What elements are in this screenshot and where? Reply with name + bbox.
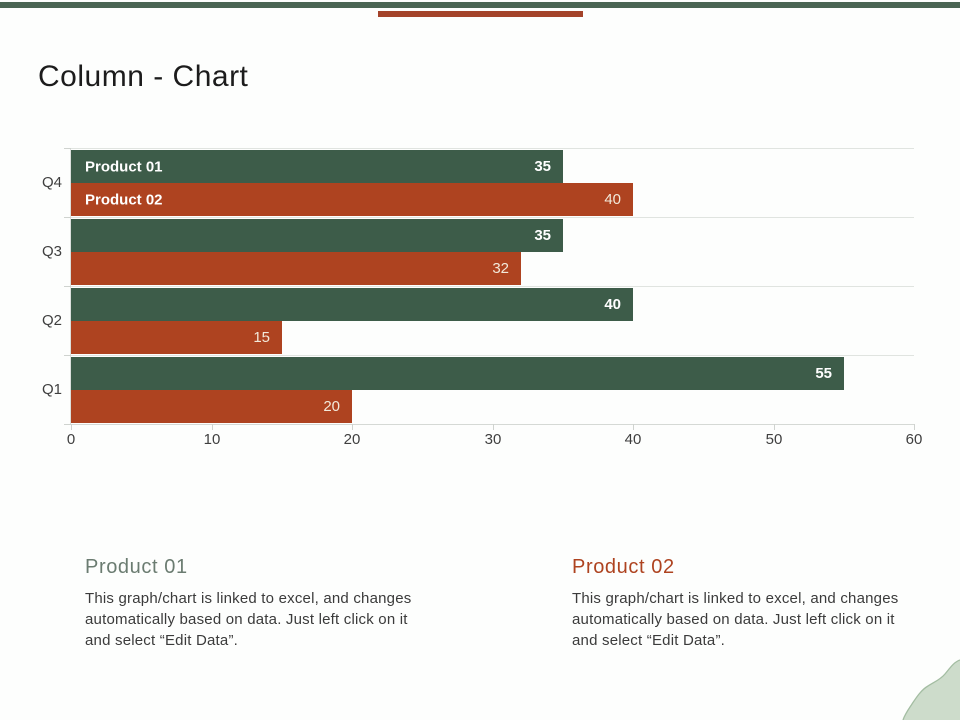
x-axis-tick-label: 40 [624,431,642,448]
data-label: 40 [604,191,621,208]
y-axis-tick [64,286,71,287]
footnote-body: This graph/chart is linked to excel, and… [85,590,412,649]
top-accent-bar-red [378,11,583,17]
data-label: 35 [534,158,551,175]
y-axis-tick-label: Q1 [41,381,62,398]
footnote-product-01: Product 01 This graph/chart is linked to… [85,556,425,651]
series-label-product-01: Product 01 [85,158,163,175]
footnote-product-02: Product 02 This graph/chart is linked to… [572,556,912,651]
category-gridline [71,217,914,218]
x-axis-tick-label: 20 [343,431,361,448]
bar-product-01-q2[interactable]: 40 [71,288,633,321]
x-axis-tick-label: 0 [66,431,76,448]
top-accent-bar-green [0,2,960,8]
y-axis-tick-label: Q2 [41,312,62,329]
bar-product-02-q4[interactable]: Product 02 40 [71,183,633,216]
bar-product-01-q1[interactable]: 55 [71,357,844,390]
data-label: 32 [492,260,509,277]
data-label: 40 [604,296,621,313]
x-axis-tick [774,424,775,430]
bar-product-01-q3[interactable]: 35 [71,219,563,252]
y-axis-tick-label: Q4 [41,174,62,191]
x-axis-tick [914,424,915,430]
footnote-heading: Product 02 [572,556,675,578]
y-axis-tick [64,217,71,218]
data-label: 55 [815,365,832,382]
y-axis-tick-label: Q3 [41,243,62,260]
x-axis-tick-label: 30 [484,431,502,448]
bar-product-02-q1[interactable]: 20 [71,390,352,423]
x-axis-tick-label: 60 [905,431,923,448]
x-axis-tick-label: 50 [765,431,783,448]
x-axis-tick [71,424,72,430]
y-axis-tick [64,355,71,356]
corner-decoration [902,659,960,720]
x-axis-tick [493,424,494,430]
category-gridline [71,286,914,287]
x-axis-tick [212,424,213,430]
x-axis-line [70,424,915,425]
x-axis-tick-label: 10 [203,431,221,448]
bar-product-01-q4[interactable]: Product 01 35 [71,150,563,183]
bar-product-02-q2[interactable]: 15 [71,321,282,354]
series-label-product-02: Product 02 [85,191,163,208]
y-axis-tick [64,148,71,149]
bar-chart-plot-area[interactable]: Product 01 35 Product 02 40 35 32 40 15 55 20 [71,148,914,424]
x-axis-tick [633,424,634,430]
x-axis-tick [352,424,353,430]
data-label: 20 [323,398,340,415]
bar-product-02-q3[interactable]: 32 [71,252,521,285]
y-axis-tick [64,424,71,425]
category-gridline [71,355,914,356]
footnote-heading: Product 01 [85,556,188,578]
data-label: 35 [534,227,551,244]
data-label: 15 [253,329,270,346]
page-title: Column - Chart [38,60,249,94]
footnote-body: This graph/chart is linked to excel, and… [572,590,899,649]
category-gridline [71,148,914,149]
